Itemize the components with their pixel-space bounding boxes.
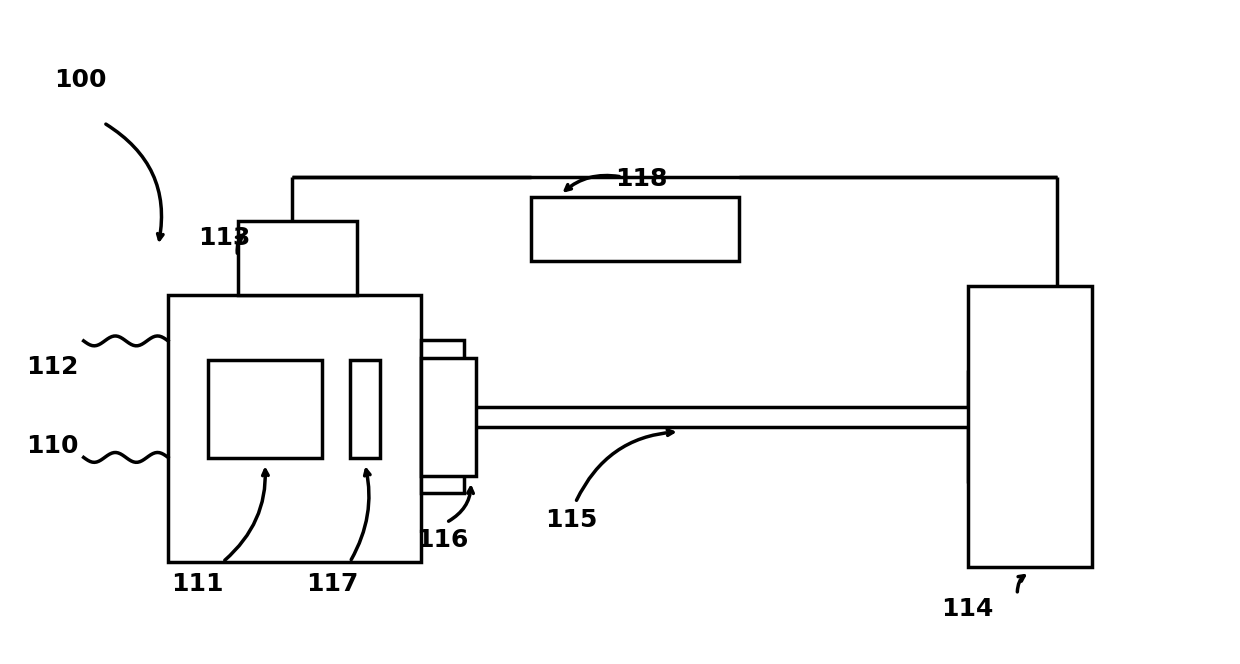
Bar [208,360,322,458]
Bar [169,295,422,562]
Text: 100: 100 [53,68,107,92]
Bar [531,197,739,261]
Text: 110: 110 [26,434,78,457]
Bar [238,221,357,295]
Text: 114: 114 [941,597,993,621]
Bar [422,340,464,493]
Text: 116: 116 [417,527,469,552]
Text: 111: 111 [171,572,224,596]
Text: 118: 118 [615,167,667,191]
Text: 115: 115 [546,508,598,532]
Bar [422,358,476,476]
Text: 112: 112 [26,355,78,378]
Bar [350,360,379,458]
Text: 117: 117 [306,572,358,596]
Bar [967,286,1091,567]
Text: 113: 113 [198,226,250,250]
